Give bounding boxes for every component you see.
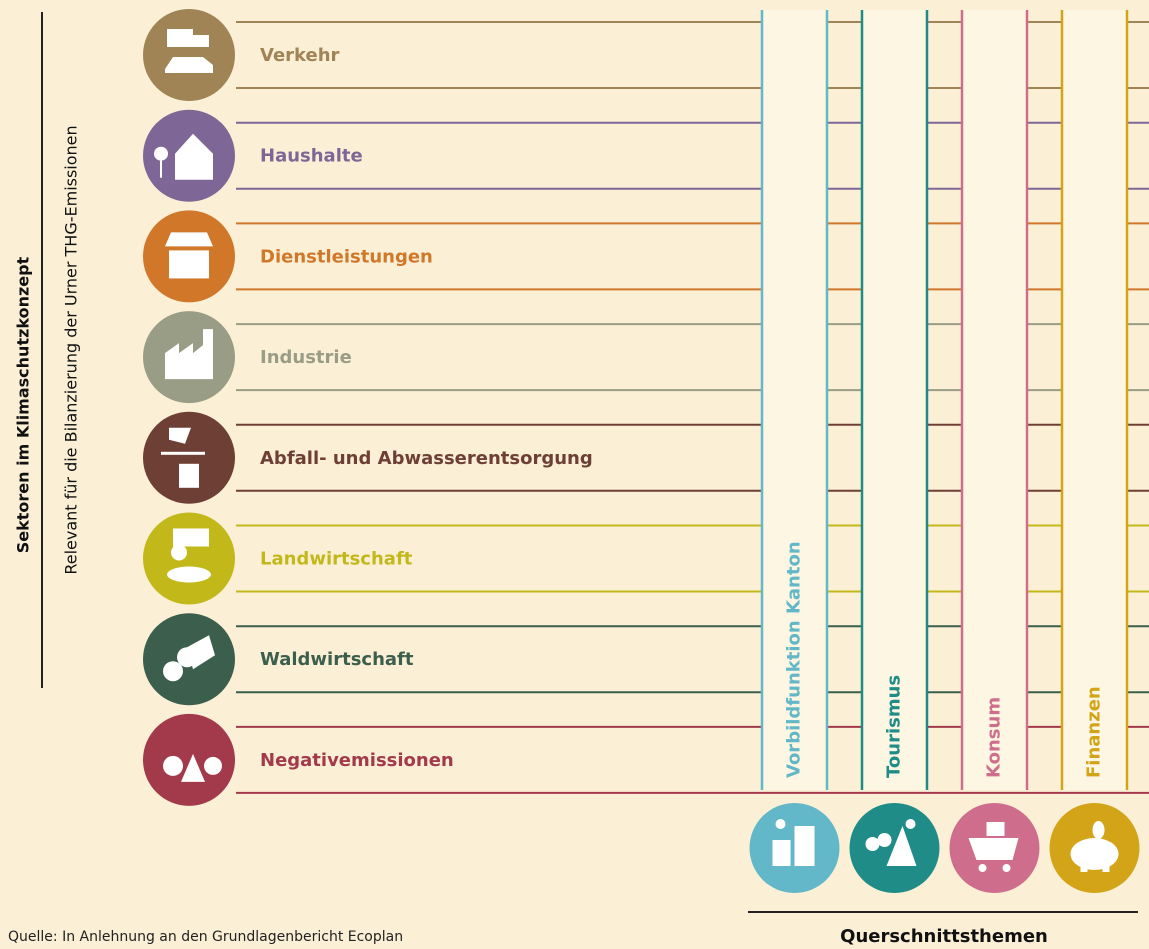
icon-glyph — [165, 232, 213, 279]
glyph — [978, 864, 987, 872]
column-label: Vorbildfunktion Kanton — [784, 541, 805, 778]
icon-glyph — [167, 528, 211, 583]
glyph — [905, 819, 916, 829]
icon-glyph — [154, 133, 213, 180]
glyph — [886, 826, 917, 866]
left-title: Sektoren im Klimaschutzkonzept — [14, 256, 33, 553]
glyph — [160, 159, 162, 178]
sector-label: Industrie — [260, 347, 352, 368]
glyph — [772, 840, 791, 866]
column-box — [1062, 10, 1127, 790]
glyph — [1080, 862, 1088, 872]
sector-label: Waldwirtschaft — [260, 649, 414, 670]
glyph — [179, 463, 199, 488]
glyph — [775, 819, 786, 829]
glyph — [181, 753, 205, 782]
glyph — [1070, 838, 1119, 870]
column-label: Konsum — [984, 697, 1005, 778]
glyph — [165, 57, 213, 73]
column-box — [962, 10, 1027, 790]
sector-label: Verkehr — [260, 45, 340, 66]
icon-glyph — [968, 822, 1019, 872]
glyph — [1092, 821, 1105, 839]
icon-glyph — [165, 29, 213, 73]
glyph — [1102, 862, 1110, 872]
icon-glyph — [1070, 821, 1119, 872]
glyph — [204, 756, 222, 775]
sector-label: Dienstleistungen — [260, 246, 433, 267]
glyph — [165, 232, 213, 247]
glyph — [1002, 864, 1011, 872]
glyph — [163, 755, 183, 776]
column-box — [862, 10, 927, 790]
icon-glyph — [865, 819, 917, 866]
icon-glyph — [163, 753, 222, 782]
icon-glyph — [163, 635, 215, 682]
sector-icon — [143, 411, 235, 504]
cross-title: Querschnittsthemen — [840, 926, 1048, 947]
glyph — [167, 29, 193, 47]
glyph — [187, 635, 215, 670]
glyph — [968, 838, 1019, 860]
glyph — [169, 427, 191, 444]
sector-label: Abfall- und Abwasserentsorgung — [260, 448, 593, 469]
sector-label: Landwirtschaft — [260, 549, 413, 570]
glyph — [175, 133, 213, 180]
glyph — [154, 146, 168, 161]
left-subtitle: Relevant für die Bilanzierung der Urner … — [62, 125, 81, 574]
glyph — [165, 329, 213, 380]
column-label: Tourismus — [884, 675, 905, 778]
glyph — [163, 661, 183, 682]
glyph — [193, 35, 209, 47]
glyph — [877, 833, 892, 847]
glyph — [986, 822, 1005, 836]
sector-icon — [143, 9, 235, 101]
glyph — [167, 566, 211, 583]
glyph — [794, 826, 815, 866]
sector-icon — [143, 713, 235, 806]
glyph — [161, 451, 205, 455]
source: Quelle: In Anlehnung an den Grundlagenbe… — [8, 929, 403, 945]
column-box — [762, 10, 827, 790]
sector-label: Negativemissionen — [260, 750, 454, 771]
column-label: Finanzen — [1084, 686, 1105, 778]
icon-glyph — [772, 819, 815, 866]
glyph — [169, 250, 209, 279]
sector-label: Haushalte — [260, 146, 363, 167]
icon-glyph — [161, 427, 205, 488]
glyph — [173, 528, 209, 547]
glyph — [865, 837, 880, 851]
sector-icon — [143, 512, 235, 605]
icon-glyph — [165, 329, 213, 380]
glyph — [171, 544, 187, 561]
